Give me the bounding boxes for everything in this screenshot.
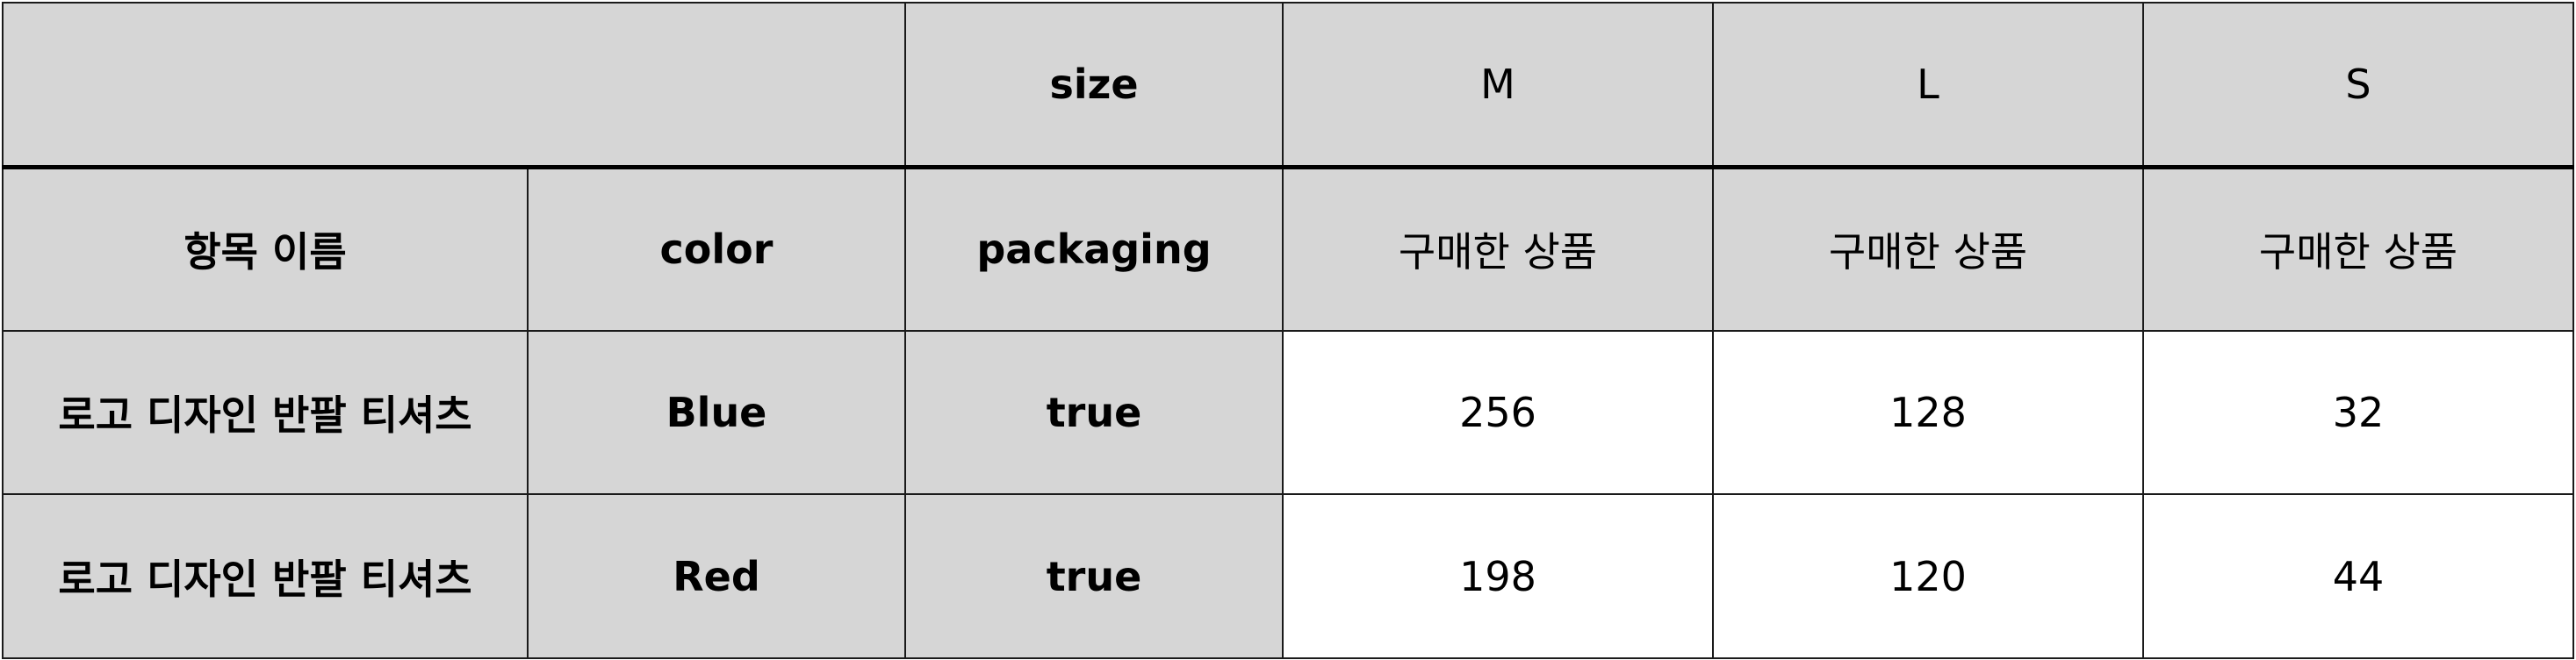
value-cell-l: 120	[1712, 493, 2144, 659]
value-cell-s: 44	[2142, 493, 2574, 659]
item-name-header: 항목 이름	[2, 166, 529, 332]
table-row: 로고 디자인 반팔 티셔츠 Blue true 256 128 32	[2, 330, 2574, 495]
packaging-header: packaging	[904, 166, 1284, 332]
row-item-name: 로고 디자인 반팔 티셔츠	[2, 493, 529, 659]
row-item-name: 로고 디자인 반팔 티셔츠	[2, 330, 529, 495]
value-cell-l: 128	[1712, 330, 2144, 495]
value-cell-m: 198	[1282, 493, 1714, 659]
row-color: Blue	[527, 330, 906, 495]
row-packaging: true	[904, 330, 1284, 495]
size-header-m: M	[1282, 2, 1714, 169]
value-cell-m: 256	[1282, 330, 1714, 495]
color-header: color	[527, 166, 906, 332]
table-row: 로고 디자인 반팔 티셔츠 Red true 198 120 44	[2, 493, 2574, 659]
column-dimension-row: size M L S	[2, 2, 2574, 169]
dimension-label-cell: size	[904, 2, 1284, 169]
measure-header-l: 구매한 상품	[1712, 166, 2144, 332]
row-packaging: true	[904, 493, 1284, 659]
measure-header-s: 구매한 상품	[2142, 166, 2574, 332]
value-cell-s: 32	[2142, 330, 2574, 495]
corner-cell	[2, 2, 906, 169]
row-color: Red	[527, 493, 906, 659]
header-row: 항목 이름 color packaging 구매한 상품 구매한 상품 구매한 …	[2, 166, 2574, 332]
size-header-l: L	[1712, 2, 2144, 169]
measure-header-m: 구매한 상품	[1282, 166, 1714, 332]
size-header-s: S	[2142, 2, 2574, 169]
